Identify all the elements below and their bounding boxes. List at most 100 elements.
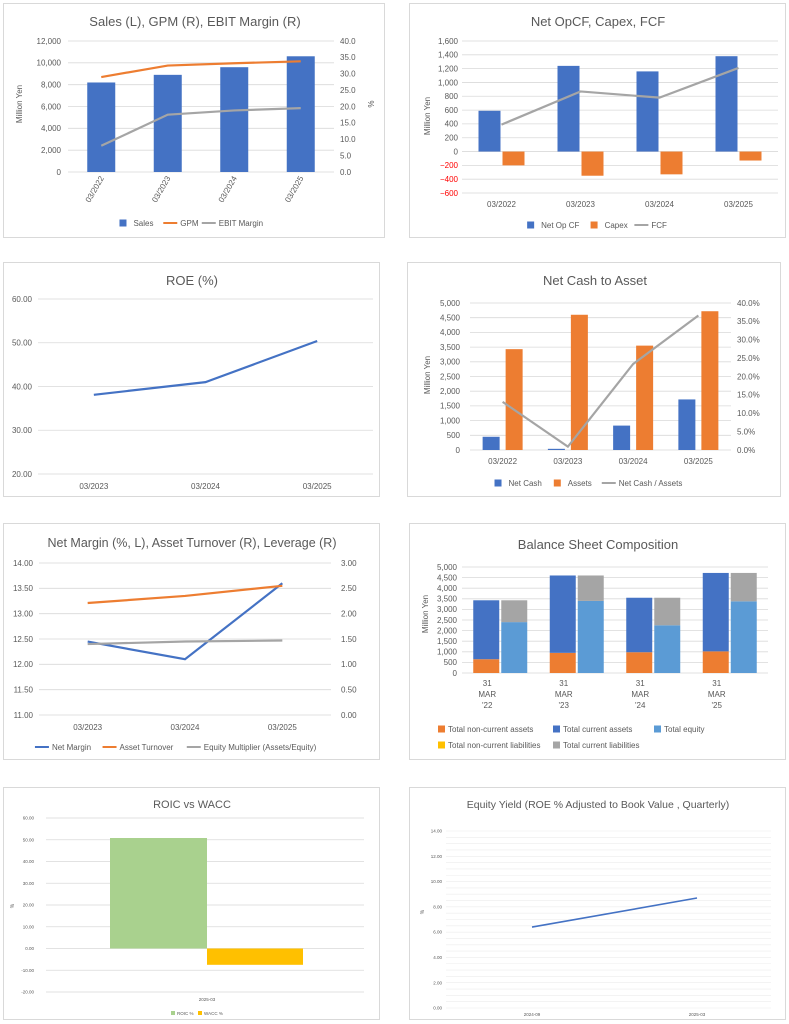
- y-tick-label: 8,000: [41, 80, 62, 89]
- chart-balance-sheet-panel: Balance Sheet Composition Million Yen 0 5…: [409, 523, 786, 760]
- y-tick-label: −200: [440, 161, 459, 170]
- chart-equity-yield-panel: Equity Yield (ROE % Adjusted to Book Val…: [409, 787, 786, 1020]
- chart-cashflow-panel: Net OpCF, Capex, FCF Million Yen 1,600 1,…: [409, 3, 786, 238]
- x-tick-label: 03/2023: [79, 482, 108, 491]
- y-tick-label: 25.0%: [737, 354, 760, 363]
- y-tick-label: 25.0: [340, 86, 356, 95]
- sales-bar: [220, 67, 249, 172]
- equity-multiplier-line: [87, 639, 283, 646]
- legend-label: Net Margin: [52, 743, 91, 752]
- current-liabilities-bar: [730, 572, 757, 602]
- y-tick-label: -20.00: [21, 990, 34, 995]
- y-tick-label: -10.00: [21, 968, 34, 973]
- y-tick-label: 0: [456, 446, 461, 455]
- current-liabilities-bar: [654, 597, 681, 626]
- capex-bar: [739, 151, 762, 161]
- y-tick-label: 5.0: [340, 151, 352, 160]
- y-tick-label: 0.0: [340, 168, 352, 177]
- y-tick-label: 40.0%: [737, 299, 760, 308]
- y-tick-label: 1,500: [437, 637, 458, 646]
- x-tick-label: 03/2023: [566, 200, 595, 209]
- current-liabilities-bar: [577, 575, 604, 601]
- y-tick-label: 30.0: [340, 70, 356, 79]
- sales-bar: [153, 74, 182, 172]
- y-tick-label: 10.00: [431, 879, 443, 884]
- net-op-cf-bar: [557, 65, 580, 152]
- y-tick-label: 0: [454, 147, 459, 156]
- asset-turnover-line: [87, 584, 283, 605]
- legend-label: Assets: [568, 479, 592, 488]
- y-tick-label: 12,000: [37, 37, 62, 46]
- y-tick-label: 60.00: [23, 816, 35, 821]
- y-tick-label: 6,000: [41, 102, 62, 111]
- x-tick-label: 03/2024: [619, 457, 648, 466]
- capex-bar: [660, 151, 683, 175]
- y-tick-label: 1,400: [438, 51, 459, 60]
- legend-swatch: [590, 221, 598, 229]
- net-op-cf-bar: [478, 110, 501, 152]
- legend-swatch: [198, 1011, 202, 1015]
- assets-bar: [570, 314, 588, 450]
- y-tick-label: 4.00: [433, 955, 442, 960]
- capex-bar: [502, 151, 525, 166]
- y-tick-label: 10,000: [37, 59, 62, 68]
- y-tick-label: 35.0: [340, 53, 356, 62]
- roe-line: [93, 339, 318, 396]
- net-cash-bar: [547, 448, 565, 450]
- y-tick-label: 13.00: [13, 609, 34, 618]
- y-tick-label: 35.0%: [737, 317, 760, 326]
- x-tick-label: MAR: [478, 690, 496, 699]
- chart-dupont-panel: Net Margin (%, L), Asset Turnover (R), L…: [3, 523, 380, 760]
- y-tick-label: 30.00: [12, 426, 33, 435]
- chart-equity-yield: Equity Yield (ROE % Adjusted to Book Val…: [420, 799, 771, 1017]
- legend-label: Net Cash / Assets: [619, 479, 683, 488]
- noncurrent-assets-bar: [702, 651, 729, 673]
- chart-title: ROE (%): [166, 273, 218, 288]
- y-tick-label: 3,500: [440, 343, 461, 352]
- legend-label: Sales: [133, 219, 153, 228]
- y-tick-label: 0.00: [25, 946, 34, 951]
- assets-bar: [701, 311, 719, 450]
- y-tick-label: 11.50: [14, 685, 34, 694]
- legend-swatch: [654, 725, 661, 733]
- x-tick-label: 2024-09: [524, 1012, 541, 1017]
- y-tick-label: 5.0%: [737, 427, 755, 436]
- y2-axis-label: %: [366, 100, 375, 107]
- equity-bar: [654, 625, 681, 673]
- y-axis-label: %: [10, 903, 16, 908]
- y-tick-label: −400: [440, 175, 459, 184]
- x-tick-label: 03/2023: [150, 174, 173, 204]
- y-tick-label: 11.00: [14, 711, 34, 720]
- x-tick-label: 03/2024: [645, 200, 674, 209]
- chart-title: Equity Yield (ROE % Adjusted to Book Val…: [467, 799, 729, 811]
- current-assets-bar: [626, 597, 653, 653]
- noncurrent-assets-bar: [626, 652, 653, 673]
- y-tick-label: 500: [444, 658, 458, 667]
- y-axis-label: Million Yen: [423, 356, 432, 394]
- y-tick-label: 40.00: [12, 382, 33, 391]
- y-tick-label: 50.00: [12, 339, 33, 348]
- y-tick-label: 4,000: [41, 124, 62, 133]
- y-tick-label: 3,000: [437, 605, 458, 614]
- x-tick-label: 03/2025: [684, 457, 713, 466]
- x-tick-label: '24: [635, 701, 646, 710]
- y-axis-label: Million Yen: [15, 85, 24, 123]
- y-tick-label: 40.0: [340, 37, 356, 46]
- y-tick-label: 2,500: [440, 372, 461, 381]
- chart-cashflow: Net OpCF, Capex, FCF Million Yen 1,600 1,…: [423, 14, 778, 230]
- x-tick-label: '23: [559, 701, 570, 710]
- capex-bar: [581, 151, 604, 176]
- x-tick-label: 03/2023: [73, 723, 102, 732]
- y-tick-label: 20.00: [12, 470, 33, 479]
- y-tick-label: 4,500: [437, 573, 458, 582]
- noncurrent-assets-bar: [549, 652, 576, 673]
- ebit-margin-line: [100, 107, 301, 147]
- chart-dupont: Net Margin (%, L), Asset Turnover (R), L…: [13, 536, 357, 752]
- noncurrent-assets-bar: [473, 659, 500, 673]
- y-tick-label: 4,000: [437, 584, 458, 593]
- chart-title: Net Cash to Asset: [543, 273, 647, 288]
- x-tick-label: 2025-03: [199, 997, 216, 1002]
- net-cash-bar: [613, 425, 631, 450]
- y-tick-label: 1,200: [438, 64, 459, 73]
- y-tick-label: 14.00: [431, 829, 443, 834]
